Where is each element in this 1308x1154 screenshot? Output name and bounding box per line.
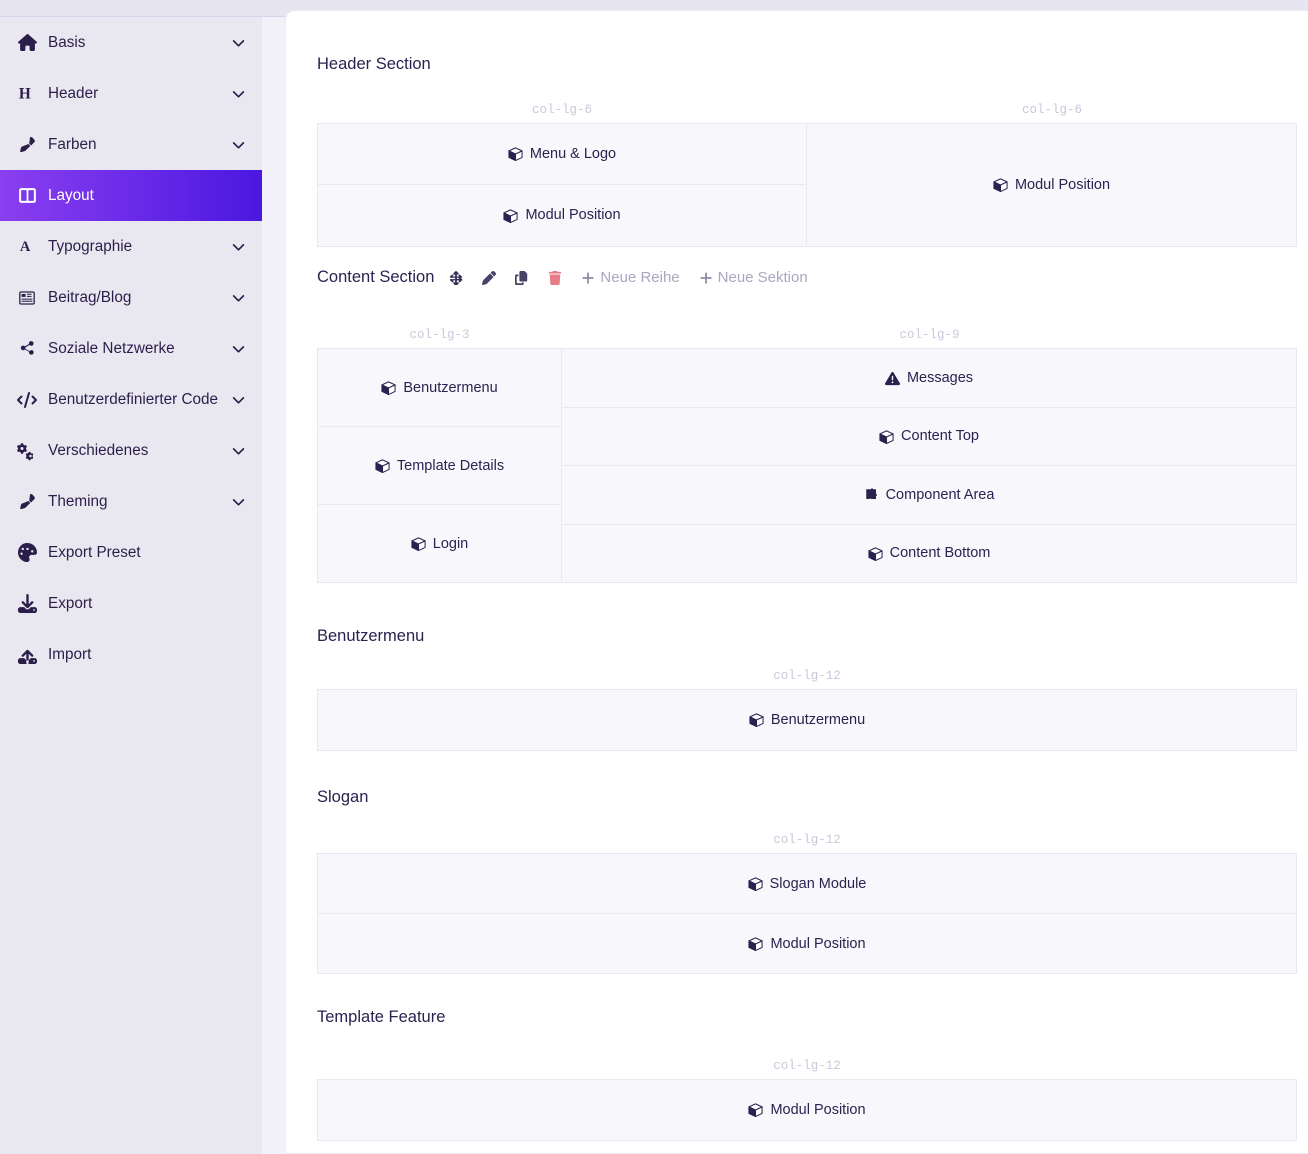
svg-text:H: H [19,85,31,102]
svg-text:A: A [19,239,30,255]
